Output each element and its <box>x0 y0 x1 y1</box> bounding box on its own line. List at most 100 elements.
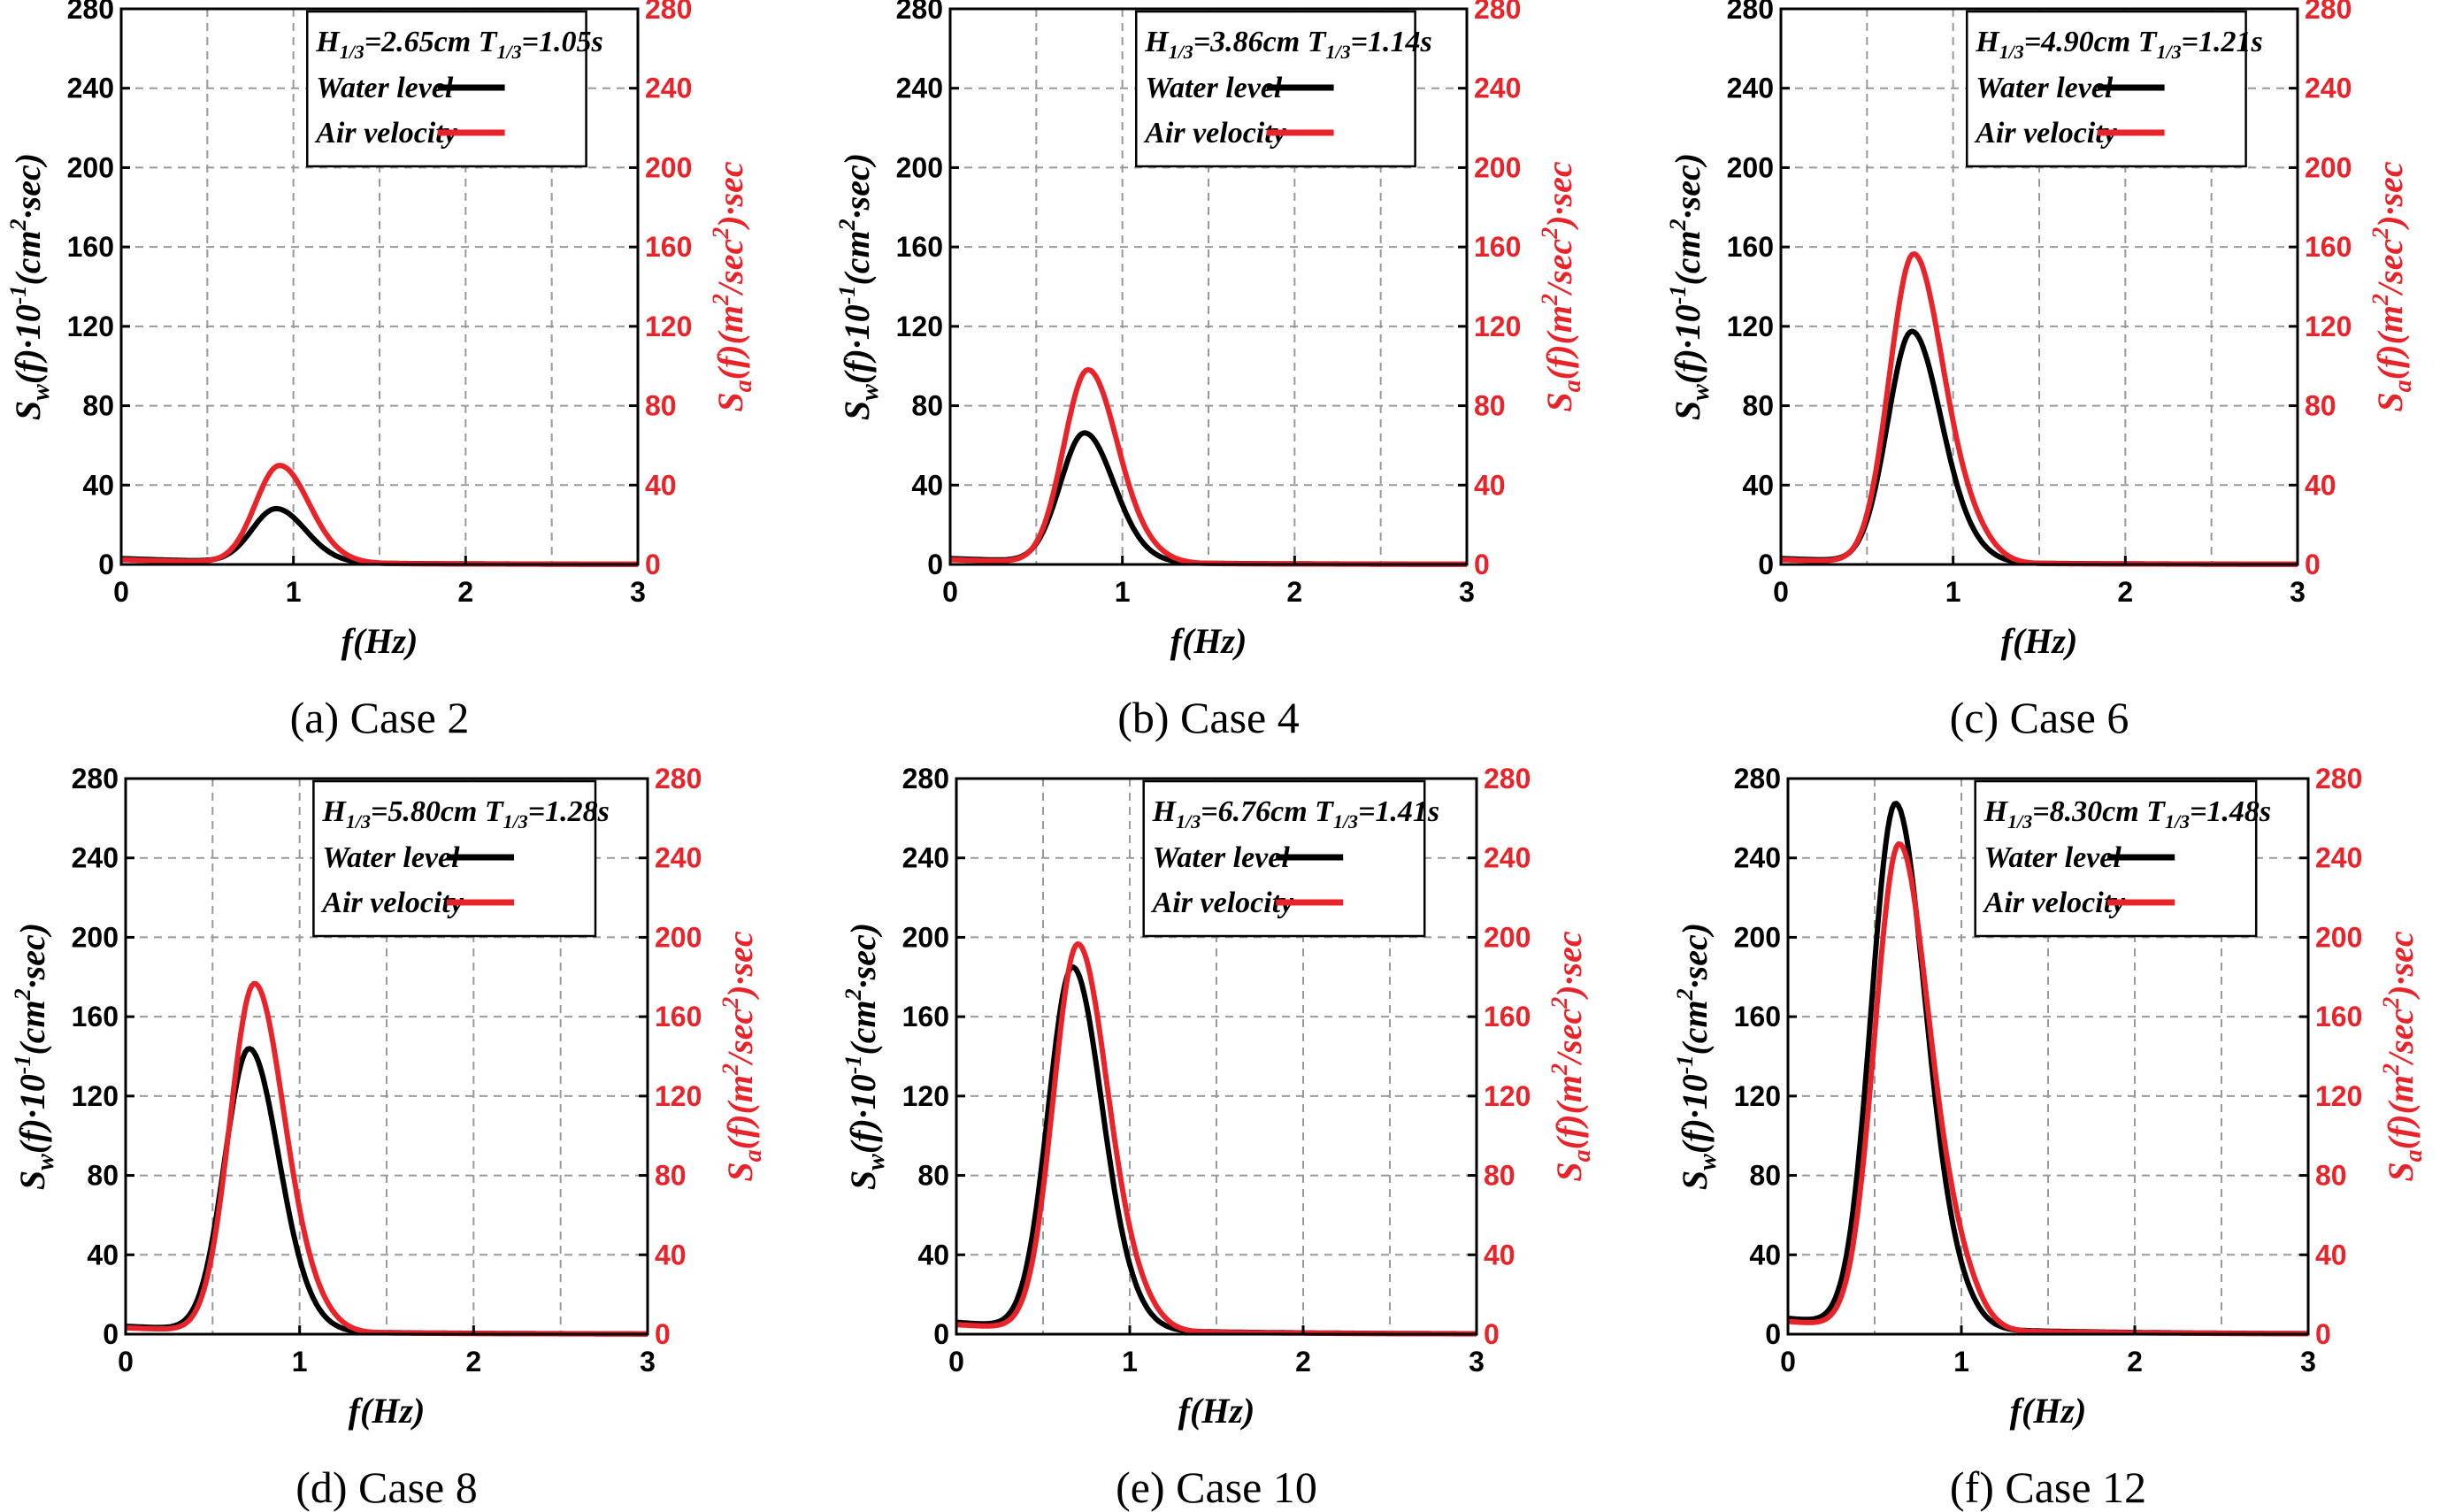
legend: H1/3=4.90cm T1/3=1.21s Water level Air vel… <box>1965 10 2263 168</box>
x-tick-label: 3 <box>1469 1346 1485 1378</box>
y-tick-label: 160 <box>896 231 943 263</box>
legend: H1/3=3.86cm T1/3=1.14s Water level Air vel… <box>1134 10 1432 168</box>
y2-tick-label: 120 <box>645 311 692 342</box>
y2-tick-label: 160 <box>645 231 692 263</box>
y2-tick-label: 160 <box>1484 1001 1531 1032</box>
y-axis-title-right: Sa(f)(m2/sec2)·sec <box>717 931 767 1181</box>
legend-wave-params: H1/3=8.30cm T1/3=1.48s <box>1983 795 2272 833</box>
legend-label-water: Water level <box>322 841 460 874</box>
legend-label-air: Air velocity <box>1974 117 2117 150</box>
y2-tick-label: 280 <box>655 763 702 794</box>
y-tick-label: 40 <box>1749 1239 1781 1270</box>
y2-tick-label: 0 <box>1484 1318 1500 1350</box>
y2-tick-label: 120 <box>1484 1080 1531 1112</box>
y-axis-title-left: Sw(f)·10-1(cm2·sec) <box>840 923 890 1190</box>
y2-tick-label: 240 <box>1484 842 1531 874</box>
x-tick-label: 3 <box>630 576 646 608</box>
y-tick-label: 240 <box>1734 842 1781 874</box>
y2-tick-label: 0 <box>645 549 661 580</box>
y2-tick-label: 80 <box>2315 1160 2347 1192</box>
y-tick-label: 0 <box>927 549 943 580</box>
y2-tick-label: 80 <box>2305 390 2336 422</box>
y2-tick-label: 240 <box>645 73 692 104</box>
y-tick-label: 200 <box>1727 151 1774 183</box>
y-axis-title-right: Sa(f)(m2/sec2)·sec <box>2367 161 2417 411</box>
legend: H1/3=5.80cm T1/3=1.28s Water level Air vel… <box>312 779 610 938</box>
y2-tick-label: 80 <box>655 1160 687 1192</box>
y-tick-label: 240 <box>67 73 114 104</box>
y-tick-label: 160 <box>67 231 114 263</box>
y-axis-title-right: Sa(f)(m2/sec2)·sec <box>2378 931 2428 1181</box>
y-tick-label: 240 <box>896 73 943 104</box>
y-tick-label: 280 <box>1734 763 1781 794</box>
y-axis-title-right: Sa(f)(m2/sec2)·sec <box>1546 931 1596 1181</box>
y-tick-label: 80 <box>917 1160 949 1192</box>
y2-tick-label: 280 <box>1474 0 1521 25</box>
panel-caption: (b) Case 4 <box>1117 693 1300 742</box>
y2-tick-label: 280 <box>2305 0 2352 25</box>
y-tick-label: 80 <box>1749 1160 1781 1192</box>
legend-label-water: Water level <box>1145 72 1283 104</box>
y2-tick-label: 120 <box>2305 311 2352 342</box>
legend-wave-params: H1/3=4.90cm T1/3=1.21s <box>1975 26 2263 63</box>
y-tick-label: 120 <box>902 1080 949 1112</box>
y-tick-label: 280 <box>67 0 114 25</box>
y-tick-label: 80 <box>911 390 943 422</box>
x-tick-label: 2 <box>1286 576 1302 608</box>
y-tick-label: 280 <box>1727 0 1774 25</box>
legend-wave-params: H1/3=5.80cm T1/3=1.28s <box>321 795 610 833</box>
y-axis-title-left: Sw(f)·10-1(cm2·sec) <box>834 153 884 420</box>
y2-tick-label: 120 <box>2315 1080 2362 1112</box>
y-tick-label: 280 <box>72 763 119 794</box>
y2-tick-label: 0 <box>2315 1318 2331 1350</box>
plot-frame <box>119 7 640 566</box>
y-tick-label: 40 <box>911 469 943 501</box>
legend: H1/3=6.76cm T1/3=1.41s Water level Air vel… <box>1142 779 1440 938</box>
y2-tick-label: 40 <box>645 469 677 501</box>
y-axis-title-left: Sw(f)·10-1(cm2·sec) <box>1672 923 1722 1190</box>
plot-frame <box>1779 7 2299 566</box>
x-tick-label: 3 <box>2290 576 2306 608</box>
y-tick-label: 120 <box>1734 1080 1781 1112</box>
y-axis-title-left: Sw(f)·10-1(cm2·sec) <box>1665 153 1715 420</box>
y-tick-label: 200 <box>896 151 943 183</box>
y-tick-label: 80 <box>1742 390 1774 422</box>
legend-label-air: Air velocity <box>1983 886 2126 919</box>
y-tick-label: 80 <box>87 1160 119 1192</box>
y2-tick-label: 40 <box>2315 1239 2347 1270</box>
x-tick-label: 3 <box>2300 1346 2316 1378</box>
x-axis-title: f(Hz) <box>2001 621 2078 661</box>
legend: H1/3=8.30cm T1/3=1.48s Water level Air vel… <box>1974 779 2272 938</box>
x-tick-label: 1 <box>1953 1346 1969 1378</box>
y2-tick-label: 240 <box>655 842 702 874</box>
panel-caption: (d) Case 8 <box>295 1462 478 1512</box>
y2-tick-label: 160 <box>2315 1001 2362 1032</box>
panel-caption: (e) Case 10 <box>1116 1462 1317 1512</box>
y2-tick-label: 40 <box>655 1239 687 1270</box>
panel-caption: (f) Case 12 <box>1950 1462 2146 1512</box>
y2-tick-label: 280 <box>645 0 692 25</box>
x-tick-label: 3 <box>640 1346 656 1378</box>
x-tick-label: 1 <box>1115 576 1131 608</box>
x-tick-label: 2 <box>2127 1346 2143 1378</box>
y2-tick-label: 40 <box>1474 469 1506 501</box>
legend-label-water: Water level <box>1153 841 1291 874</box>
legend-label-water: Water level <box>1984 841 2122 874</box>
y-tick-label: 0 <box>103 1318 119 1350</box>
x-tick-label: 0 <box>118 1346 134 1378</box>
plot-frame <box>955 777 1478 1336</box>
legend: H1/3=2.65cm T1/3=1.05s Water level Air vel… <box>305 10 603 168</box>
y2-tick-label: 80 <box>1484 1160 1515 1192</box>
legend-wave-params: H1/3=6.76cm T1/3=1.41s <box>1152 795 1440 833</box>
legend-label-air: Air velocity <box>1143 117 1286 150</box>
y-tick-label: 280 <box>896 0 943 25</box>
x-axis-title: f(Hz) <box>349 1391 426 1431</box>
y-tick-label: 240 <box>1727 73 1774 104</box>
y-axis-title-left: Sw(f)·10-1(cm2·sec) <box>10 923 59 1190</box>
y-tick-label: 40 <box>87 1239 119 1270</box>
legend-label-air: Air velocity <box>320 886 464 919</box>
